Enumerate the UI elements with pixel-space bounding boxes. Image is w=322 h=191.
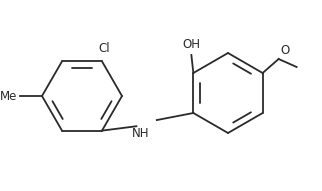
Text: Cl: Cl [98,42,110,55]
Text: O: O [281,44,290,57]
Text: Me: Me [0,90,17,103]
Text: OH: OH [182,38,200,51]
Text: NH: NH [132,127,149,140]
